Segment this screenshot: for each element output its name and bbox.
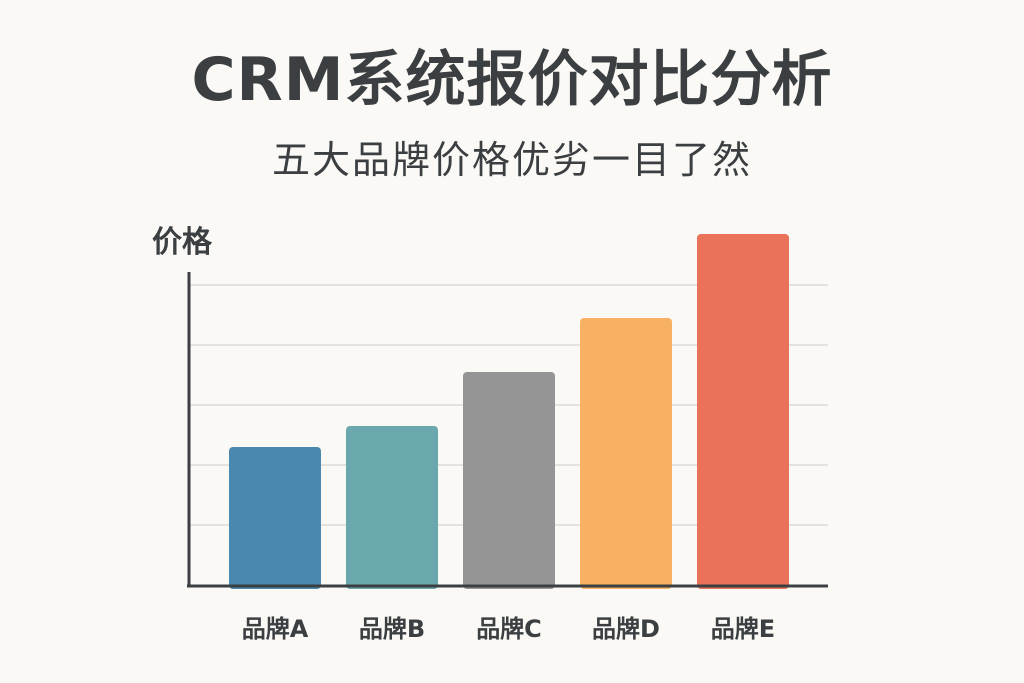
bars-group: [229, 234, 789, 589]
bar-5: [697, 234, 789, 589]
x-tick-label: 品牌E: [711, 615, 775, 643]
x-tick-label: 品牌B: [359, 615, 425, 643]
chart-subtitle: 五大品牌价格优劣一目了然: [271, 138, 752, 182]
bar-1: [229, 447, 321, 589]
bar-2: [346, 426, 438, 589]
x-tick-label: 品牌D: [592, 615, 660, 643]
chart-title: CRM系统报价对比分析: [191, 45, 833, 115]
bar-4: [580, 318, 672, 589]
x-tick-label: 品牌A: [242, 615, 309, 643]
x-tick-label: 品牌C: [476, 615, 542, 643]
bar-3: [463, 372, 555, 589]
x-tick-labels: 品牌A 品牌B 品牌C 品牌D 品牌E: [242, 615, 775, 643]
y-axis-label: 价格: [152, 225, 213, 260]
